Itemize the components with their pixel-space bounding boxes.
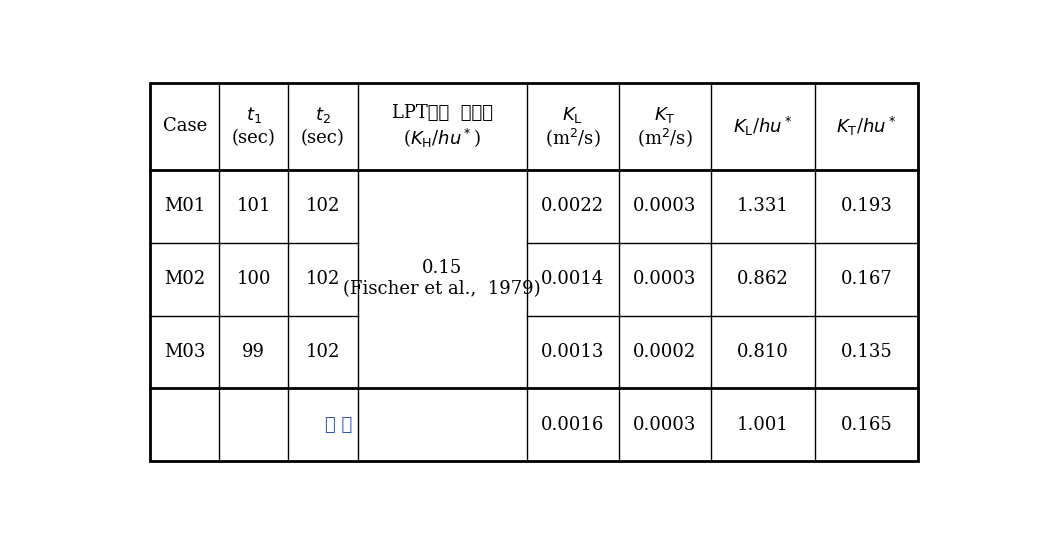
Text: 평 균: 평 균 xyxy=(324,416,352,434)
Text: ($K_\mathrm{H}$/$hu^*$): ($K_\mathrm{H}$/$hu^*$) xyxy=(404,126,480,149)
Text: $K_\mathrm{T}$: $K_\mathrm{T}$ xyxy=(654,105,676,125)
Text: 0.193: 0.193 xyxy=(840,197,892,215)
Text: 0.15: 0.15 xyxy=(422,258,462,277)
Text: 0.0013: 0.0013 xyxy=(541,343,604,361)
Text: LPT모형  입력값: LPT모형 입력값 xyxy=(391,104,493,122)
Text: 0.0003: 0.0003 xyxy=(633,270,697,288)
Text: 102: 102 xyxy=(306,270,340,288)
Text: (sec): (sec) xyxy=(301,129,345,147)
Text: 101: 101 xyxy=(236,197,271,215)
Text: M03: M03 xyxy=(164,343,206,361)
Text: M02: M02 xyxy=(164,270,205,288)
Text: 0.165: 0.165 xyxy=(840,416,892,434)
Text: Case: Case xyxy=(162,118,207,135)
Text: 1.331: 1.331 xyxy=(736,197,788,215)
Text: 102: 102 xyxy=(306,197,340,215)
Text: 0.0022: 0.0022 xyxy=(541,197,604,215)
Text: 0.135: 0.135 xyxy=(840,343,892,361)
Text: 1.001: 1.001 xyxy=(736,416,788,434)
Text: $K_\mathrm{L}$/$hu^*$: $K_\mathrm{L}$/$hu^*$ xyxy=(733,115,792,138)
Text: $K_\mathrm{L}$: $K_\mathrm{L}$ xyxy=(563,105,583,125)
Text: (Fischer et al.,  1979): (Fischer et al., 1979) xyxy=(343,280,541,299)
Text: (m$^2$/s): (m$^2$/s) xyxy=(545,127,600,149)
Text: 0.0014: 0.0014 xyxy=(541,270,604,288)
Text: (m$^2$/s): (m$^2$/s) xyxy=(636,127,693,149)
Text: 0.0003: 0.0003 xyxy=(633,197,697,215)
Text: 0.167: 0.167 xyxy=(840,270,892,288)
Text: (sec): (sec) xyxy=(232,129,276,147)
Text: 102: 102 xyxy=(306,343,340,361)
Text: 0.862: 0.862 xyxy=(737,270,788,288)
Text: 99: 99 xyxy=(242,343,265,361)
Text: 0.0016: 0.0016 xyxy=(541,416,604,434)
Text: 0.0002: 0.0002 xyxy=(633,343,697,361)
Text: M01: M01 xyxy=(164,197,206,215)
Text: $t_1$: $t_1$ xyxy=(245,105,262,125)
Text: $t_2$: $t_2$ xyxy=(315,105,331,125)
Text: 0.0003: 0.0003 xyxy=(633,416,697,434)
Text: 0.810: 0.810 xyxy=(736,343,788,361)
Text: $K_\mathrm{T}$/$hu^*$: $K_\mathrm{T}$/$hu^*$ xyxy=(836,115,896,138)
Text: 100: 100 xyxy=(236,270,271,288)
